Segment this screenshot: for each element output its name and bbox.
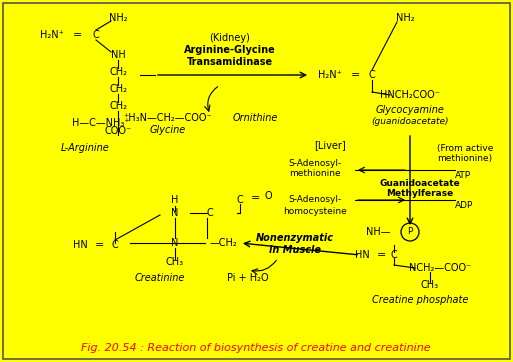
- Text: N: N: [171, 208, 179, 218]
- Text: H: H: [171, 195, 179, 205]
- Text: Ornithine: Ornithine: [232, 113, 278, 123]
- Text: (guanidoacetate): (guanidoacetate): [371, 118, 449, 126]
- Text: O: O: [264, 191, 272, 201]
- Text: C: C: [112, 240, 119, 250]
- Text: Arginine-Glycine: Arginine-Glycine: [184, 45, 276, 55]
- Text: NCH₂—COO⁻: NCH₂—COO⁻: [409, 263, 471, 273]
- Text: ATP: ATP: [455, 171, 471, 180]
- Text: P: P: [407, 227, 412, 236]
- Text: Guanidoacetate: Guanidoacetate: [380, 180, 460, 189]
- Text: (From active: (From active: [437, 143, 493, 152]
- Text: ⁺H₃N—CH₂—COO⁻: ⁺H₃N—CH₂—COO⁻: [124, 113, 212, 123]
- Text: H₂N⁺: H₂N⁺: [40, 30, 64, 40]
- Text: H—C—NH₃⁺: H—C—NH₃⁺: [72, 118, 130, 128]
- Text: HNCH₂COO⁻: HNCH₂COO⁻: [380, 90, 440, 100]
- Text: HN: HN: [354, 250, 369, 260]
- Text: HN: HN: [73, 240, 87, 250]
- Text: C: C: [207, 208, 213, 218]
- Text: CH₂: CH₂: [109, 101, 127, 111]
- Text: NH₂: NH₂: [396, 13, 415, 23]
- Text: CH₃: CH₃: [166, 257, 184, 267]
- Text: Pi + H₂O: Pi + H₂O: [227, 273, 269, 283]
- Text: Creatine phosphate: Creatine phosphate: [372, 295, 468, 305]
- Text: NH—: NH—: [366, 227, 390, 237]
- Text: S-Adenosyl-: S-Adenosyl-: [288, 195, 342, 205]
- Text: in Muscle: in Muscle: [269, 245, 321, 255]
- Text: CH₂: CH₂: [109, 67, 127, 77]
- Text: Transamidinase: Transamidinase: [187, 57, 273, 67]
- Text: Nonenzymatic: Nonenzymatic: [256, 233, 334, 243]
- Text: C: C: [369, 70, 376, 80]
- Text: L-Arginine: L-Arginine: [61, 143, 109, 153]
- Text: C: C: [390, 250, 398, 260]
- Text: =: =: [95, 240, 105, 250]
- Text: CH₃: CH₃: [421, 280, 439, 290]
- Text: Creatinine: Creatinine: [135, 273, 185, 283]
- Text: C: C: [93, 30, 100, 40]
- Text: Glycine: Glycine: [150, 125, 186, 135]
- Text: =: =: [250, 193, 260, 203]
- Text: methionine): methionine): [438, 155, 492, 164]
- Text: homocysteine: homocysteine: [283, 206, 347, 215]
- Text: Glycocyamine: Glycocyamine: [376, 105, 444, 115]
- Text: =: =: [351, 70, 361, 80]
- Text: (Kidney): (Kidney): [210, 33, 250, 43]
- Text: NH₂: NH₂: [109, 13, 127, 23]
- Text: CH₂: CH₂: [109, 84, 127, 94]
- Text: S-Adenosyl-: S-Adenosyl-: [288, 159, 342, 168]
- Text: H₂N⁺: H₂N⁺: [318, 70, 342, 80]
- Text: [Liver]: [Liver]: [314, 140, 346, 150]
- Text: NH: NH: [111, 50, 125, 60]
- Text: methionine: methionine: [289, 169, 341, 178]
- Text: =: =: [73, 30, 83, 40]
- Text: =: =: [377, 250, 386, 260]
- Text: N: N: [171, 238, 179, 248]
- Text: C: C: [236, 195, 243, 205]
- Text: Methylferase: Methylferase: [386, 189, 453, 198]
- Text: COO⁻: COO⁻: [105, 126, 131, 136]
- Text: Fig. 20.54 : Reaction of biosynthesis of creatine and creatinine: Fig. 20.54 : Reaction of biosynthesis of…: [81, 343, 431, 353]
- Text: —CH₂: —CH₂: [210, 238, 238, 248]
- Text: ADP: ADP: [455, 201, 473, 210]
